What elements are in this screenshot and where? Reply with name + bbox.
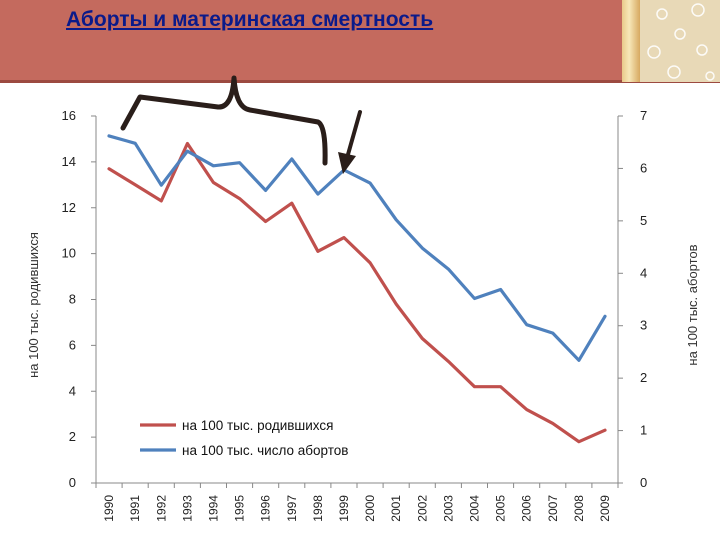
x-tick-label: 1996: [259, 495, 273, 522]
right-axis-label: на 100 тыс. абортов: [685, 244, 700, 365]
left-tick-label: 6: [69, 337, 76, 352]
x-tick-label: 1993: [180, 495, 194, 522]
left-tick-label: 16: [62, 108, 76, 123]
left-tick-label: 10: [62, 246, 76, 261]
right-tick-label: 6: [640, 160, 647, 175]
x-tick-label: 1990: [102, 495, 116, 522]
x-tick-label: 2003: [441, 495, 455, 522]
x-tick-label: 1999: [337, 495, 351, 522]
x-tick-label: 2007: [546, 495, 560, 522]
decorative-flower-pattern: [640, 0, 720, 82]
right-tick-label: 0: [640, 475, 647, 490]
x-tick-label: 2008: [572, 495, 586, 522]
right-tick-label: 4: [640, 265, 647, 280]
x-tick-label: 2009: [598, 495, 612, 522]
flower-pattern-icon: [647, 3, 715, 81]
series-lines: [107, 134, 607, 444]
x-tick-label: 1992: [154, 495, 168, 522]
arrow-annotation: [345, 110, 362, 160]
brace-annotation: [120, 75, 328, 166]
left-tick-label: 2: [69, 429, 76, 444]
x-tick-label: 2005: [494, 495, 508, 522]
right-tick-label: 3: [640, 318, 647, 333]
x-tick-label: 1998: [311, 495, 325, 522]
left-axis-label: на 100 тыс. родившихся: [26, 232, 41, 378]
x-tick-label: 2002: [415, 495, 429, 522]
header-divider: [0, 80, 720, 83]
x-tick-label: 1997: [285, 495, 299, 522]
left-tick-label: 12: [62, 200, 76, 215]
x-tick-label: 1995: [233, 495, 247, 522]
slide-title: Аборты и материнская смертность: [66, 8, 434, 31]
legend: на 100 тыс. родившихся на 100 тыс. число …: [140, 418, 348, 458]
x-axis-ticks: 1990 1991 1992 1993 1994 1995 1996 1997 1998 1999…: [95, 483, 619, 522]
x-tick-label: 2006: [520, 495, 534, 522]
series-line-1: [107, 141, 607, 444]
slide-header: [0, 0, 720, 82]
right-axis-ticks: 0 1 2 3 4 5 6 7: [618, 108, 647, 490]
decorative-gold-bar: [622, 0, 640, 82]
right-tick-label: 2: [640, 370, 647, 385]
left-tick-label: 4: [69, 383, 76, 398]
x-tick-label: 2001: [389, 495, 403, 522]
legend-label: на 100 тыс. родившихся: [182, 418, 333, 433]
series-line-2: [107, 134, 607, 362]
right-tick-label: 7: [640, 108, 647, 123]
x-tick-label: 2000: [363, 495, 377, 522]
x-tick-label: 1991: [128, 495, 142, 522]
left-tick-label: 14: [62, 154, 76, 169]
left-tick-label: 8: [69, 292, 76, 307]
right-tick-label: 5: [640, 213, 647, 228]
x-tick-label: 2004: [467, 495, 481, 522]
legend-label: на 100 тыс. число абортов: [182, 443, 348, 458]
right-tick-label: 1: [640, 423, 647, 438]
left-tick-label: 0: [69, 475, 76, 490]
x-tick-label: 1994: [206, 495, 220, 522]
arrow-head-icon: [338, 152, 356, 174]
left-axis-ticks: 0 2 4 6 8 10 12 14 16: [62, 108, 96, 490]
